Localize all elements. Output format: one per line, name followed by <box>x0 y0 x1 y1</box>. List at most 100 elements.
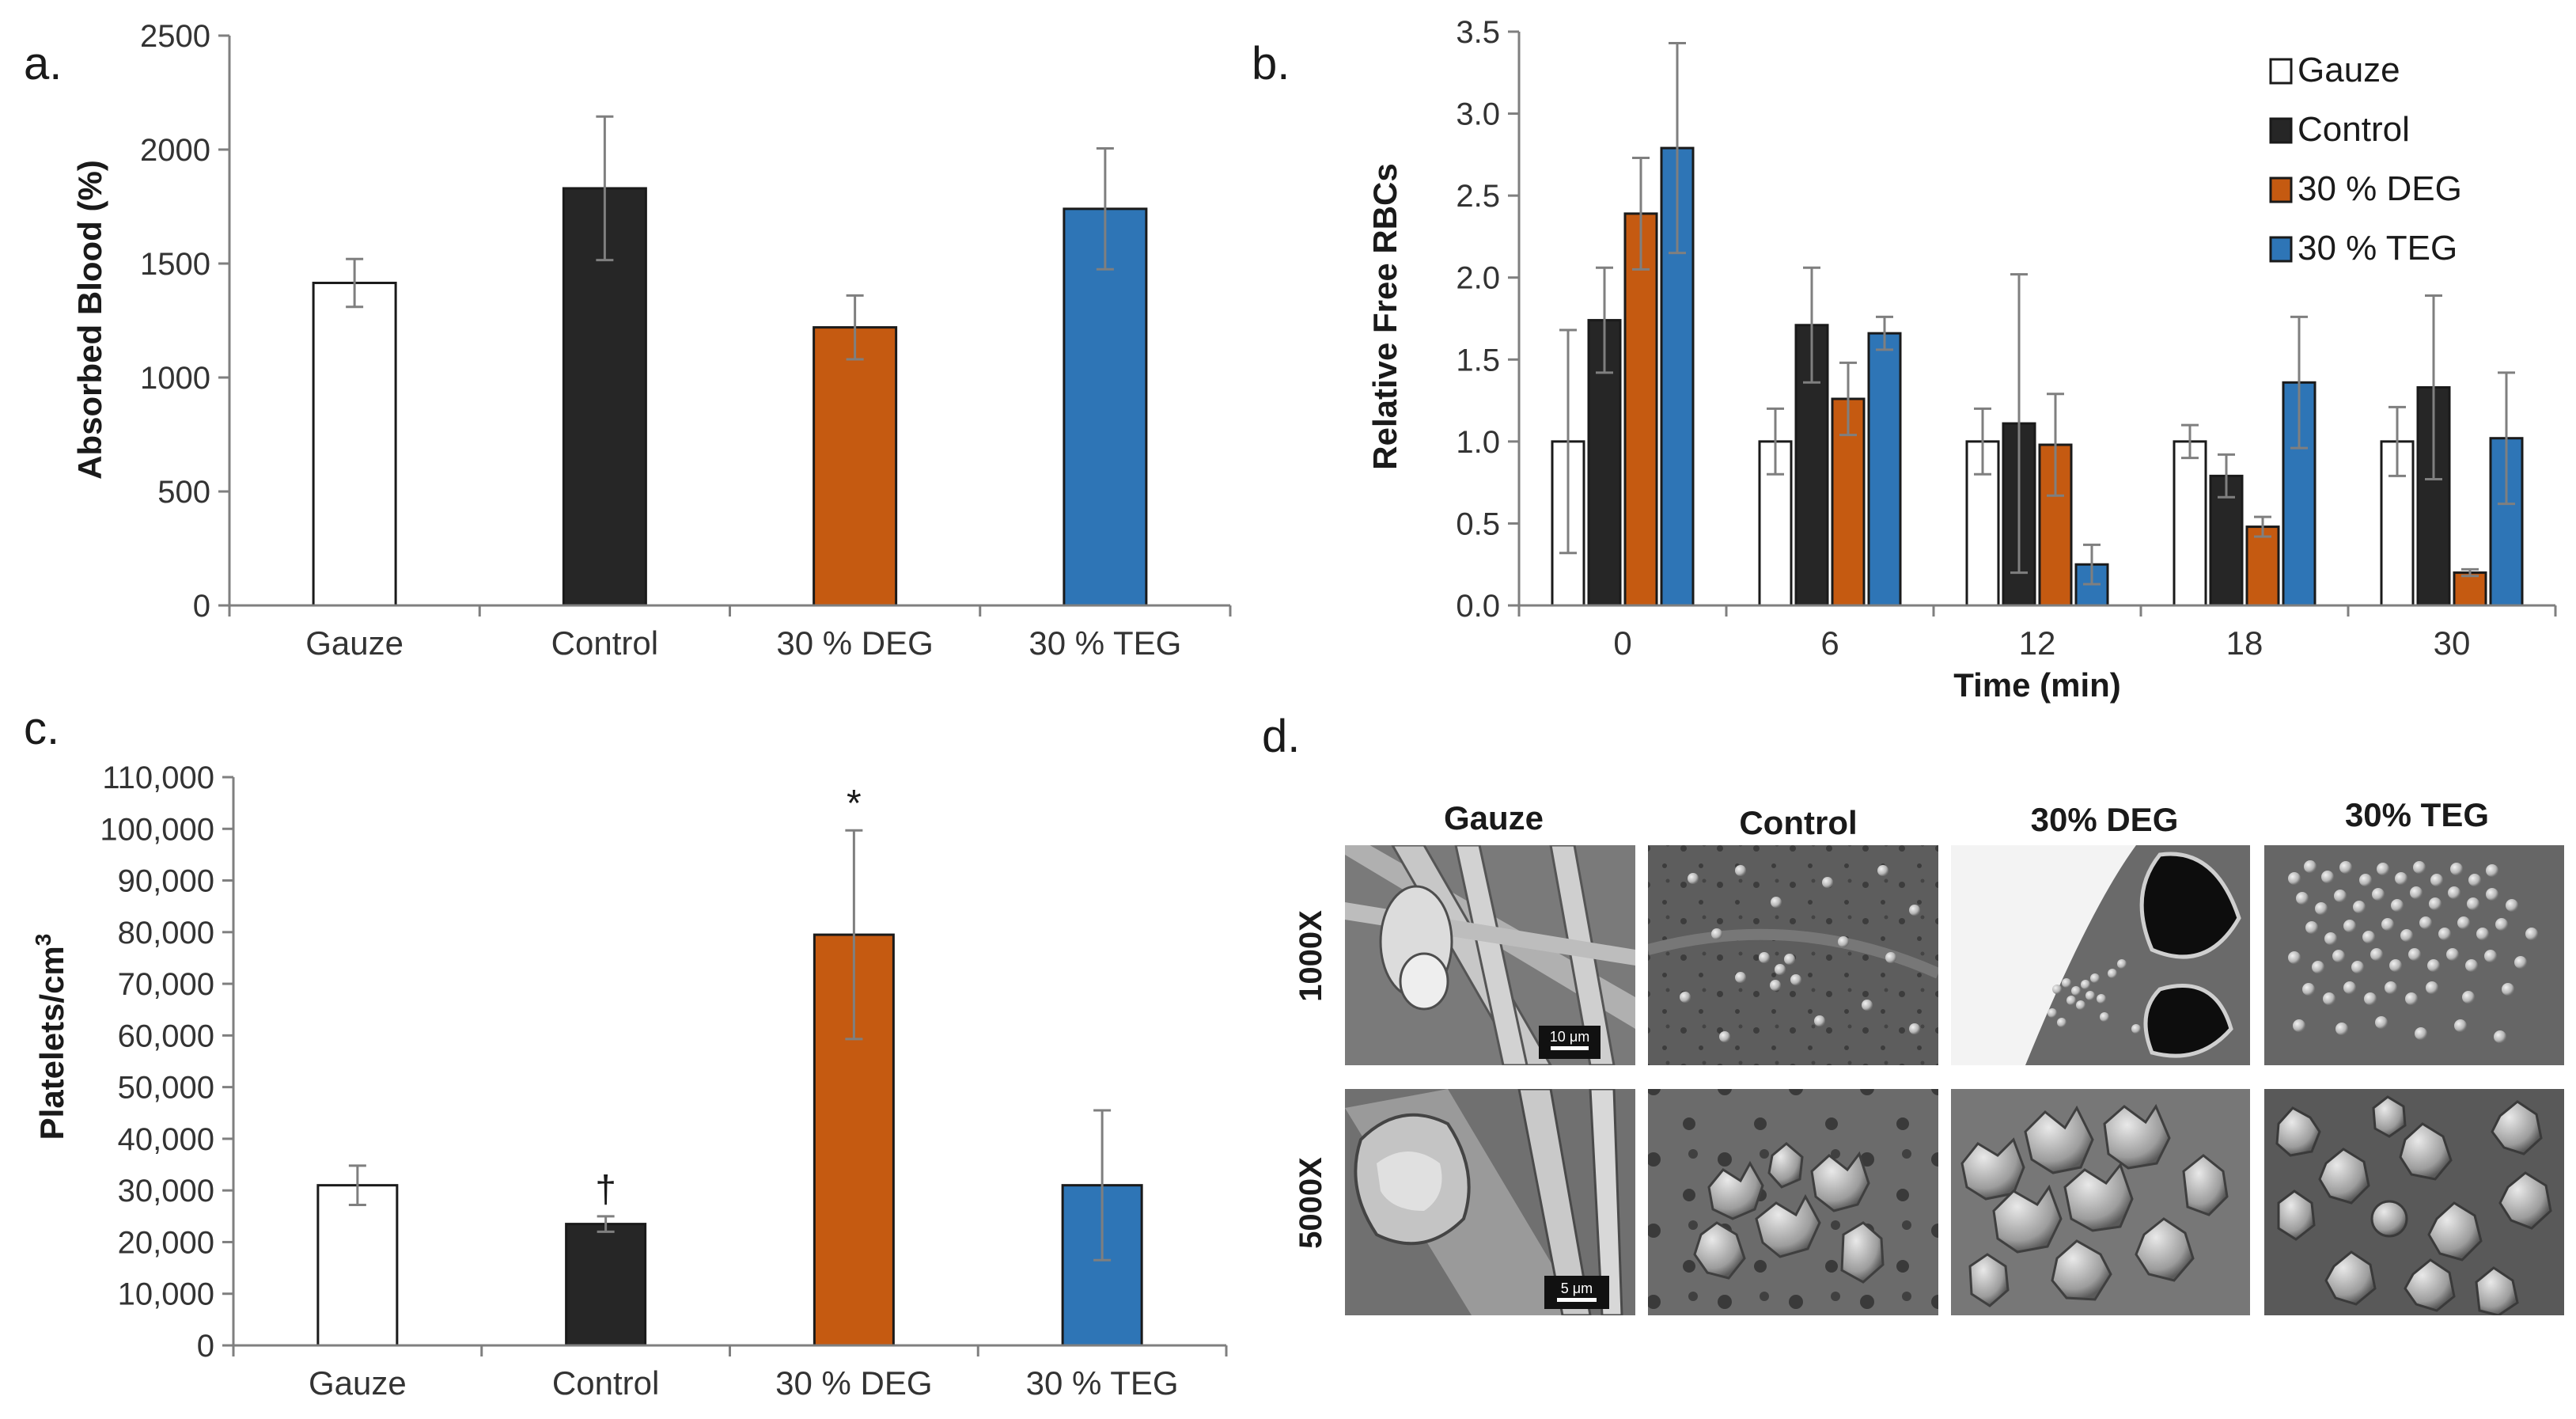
panel-c-y-tick-label: 80,000 <box>118 916 214 950</box>
panel-c-significance-marker-30-deg: * <box>847 783 862 825</box>
sem-column-header-control: Control <box>1739 804 1857 841</box>
sem-column-header-30-teg: 30% TEG <box>2345 796 2489 833</box>
panel-c-y-tick-label: 10,000 <box>118 1277 214 1312</box>
panel-a-axes <box>218 34 1232 617</box>
legend-swatch-30-teg <box>2269 236 2293 263</box>
panel-b-legend: Gauze Control 30 % DEG 30 % TEG <box>2269 51 2462 267</box>
sem-row-label-1000x: 1000X <box>1294 910 1328 1002</box>
legend-swatch-control <box>2269 117 2293 144</box>
scale-bar-10um: 10 μm <box>1550 1029 1589 1045</box>
panel-c-label: c. <box>24 703 59 754</box>
panel-c-y-tick-label: 60,000 <box>118 1019 214 1053</box>
panel-a-x-tick-label-30-deg: 30 % DEG <box>776 624 933 662</box>
panel-c-x-tick-label-30-teg: 30 % TEG <box>1026 1364 1179 1402</box>
panel-c-y-axis-title: Platelets/cm3 <box>31 934 70 1140</box>
panel-d-sem-image-grid: d. Gauze Control 30% DEG 30% TEG 1000X 5… <box>1262 711 2564 1315</box>
panel-b-y-tick-label: 0.0 <box>1456 589 1500 624</box>
panel-b-y-axis-title: Relative Free RBCs <box>1366 163 1404 470</box>
legend-label-30-deg: 30 % DEG <box>2298 169 2462 208</box>
panel-b-bar-30-deg-t30 <box>2453 571 2487 607</box>
panel-c-y-axis-title-main: Platelets/cm <box>33 946 70 1140</box>
panel-c-y-tick-label: 70,000 <box>118 967 214 1002</box>
panel-a-y-tick-label: 2500 <box>140 19 210 54</box>
panel-b-error-bars <box>1559 42 2515 586</box>
panel-c-y-tick-label: 40,000 <box>118 1122 214 1157</box>
panel-a-bars <box>312 187 1148 607</box>
panel-c-axes <box>222 776 1228 1356</box>
panel-a-y-tick-label: 0 <box>193 589 210 624</box>
panel-b-bar-gauze-t18 <box>2173 440 2207 607</box>
panel-c-bars <box>316 933 1143 1347</box>
sem-column-header-30-deg: 30% DEG <box>2031 801 2179 838</box>
panel-a-x-tick-label-control: Control <box>551 624 658 662</box>
panel-b-x-tick-label-30: 30 <box>2434 624 2471 662</box>
panel-b-bar-30-deg-t18 <box>2245 525 2280 607</box>
panel-c-x-tick-label-30-deg: 30 % DEG <box>775 1364 932 1402</box>
panel-a-y-tick-label: 1500 <box>140 247 210 282</box>
panel-b-bar-30-deg-t0 <box>1623 212 1658 607</box>
panel-a-y-tick-label: 500 <box>157 475 210 510</box>
panel-c-x-tick-label-control: Control <box>552 1364 659 1402</box>
panel-a-bar-30-deg <box>813 326 898 607</box>
panel-b-x-tick-label-6: 6 <box>1820 624 1839 662</box>
panel-a-x-tick-label-gauze: Gauze <box>305 624 403 662</box>
panel-c-y-tick-label: 30,000 <box>118 1174 214 1208</box>
legend-label-control: Control <box>2298 110 2410 149</box>
panel-b-relative-free-rbcs-chart: b. Relative Free RBCs Time (min) 0.0 0.5 1… <box>1252 15 2557 704</box>
panel-d-label: d. <box>1262 711 1300 762</box>
legend-label-30-teg: 30 % TEG <box>2298 229 2457 267</box>
panel-b-y-tick-labels: 0.0 0.5 1.0 1.5 2.0 2.5 3.0 3.5 <box>1456 15 1500 624</box>
sem-column-header-gauze: Gauze <box>1444 799 1544 837</box>
panel-c-bar-control <box>565 1223 647 1347</box>
sem-image-control-5000x <box>1648 1089 1938 1315</box>
sem-image-30-deg-5000x <box>1951 1089 2250 1315</box>
panel-a-label: a. <box>24 38 62 89</box>
panel-b-y-tick-label: 3.5 <box>1456 15 1500 50</box>
sem-image-gauze-5000x: 5 μm <box>1345 1089 1635 1315</box>
panel-b-axes <box>1508 30 2557 617</box>
panel-c-y-axis-title-superscript: 3 <box>31 934 55 947</box>
panel-c-y-tick-label: 0 <box>197 1329 214 1364</box>
panel-b-y-tick-label: 3.0 <box>1456 97 1500 132</box>
panel-b-y-tick-label: 2.0 <box>1456 261 1500 296</box>
panel-b-y-tick-label: 1.0 <box>1456 425 1500 460</box>
panel-c-platelets-chart: c. Platelets/cm3 0 10,000 20,000 30,000 40,0… <box>24 703 1228 1402</box>
sem-image-30-teg-5000x <box>2264 1089 2564 1315</box>
sem-image-control-1000x <box>1648 845 1938 1065</box>
panel-c-bar-gauze <box>316 1184 399 1347</box>
sem-row-label-5000x: 5000X <box>1294 1157 1328 1249</box>
panel-a-error-bars <box>346 115 1114 361</box>
legend-label-gauze: Gauze <box>2298 51 2400 89</box>
sem-image-30-deg-1000x <box>1951 845 2250 1065</box>
panel-a-y-tick-labels: 0 500 1000 1500 2000 2500 <box>140 19 210 624</box>
panel-b-x-tick-labels: 0 6 12 18 30 <box>1613 624 2470 662</box>
panel-b-y-tick-label: 1.5 <box>1456 343 1500 378</box>
panel-c-x-tick-label-gauze: Gauze <box>309 1364 407 1402</box>
sem-image-gauze-1000x: 10 μm <box>1345 845 1635 1065</box>
panel-b-x-tick-label-0: 0 <box>1613 624 1631 662</box>
panel-c-y-tick-label: 90,000 <box>118 864 214 899</box>
panel-a-absorbed-blood-chart: a. Absorbed Blood (%) 0 500 1000 1500 2000 25… <box>24 19 1232 662</box>
panel-a-bar-gauze <box>312 281 397 607</box>
panel-c-error-bars <box>348 829 1112 1262</box>
panel-c-y-tick-label: 100,000 <box>100 812 214 847</box>
panel-c-x-tick-labels: Gauze Control 30 % DEG 30 % TEG <box>309 1364 1179 1402</box>
panel-c-significance-marker-control: † <box>595 1169 616 1211</box>
sem-image-30-teg-1000x <box>2264 845 2564 1065</box>
panel-b-x-axis-title: Time (min) <box>1953 666 2121 704</box>
panel-b-y-tick-label: 0.5 <box>1456 507 1500 541</box>
panel-a-bar-30-teg <box>1063 207 1148 607</box>
panel-b-x-tick-label-12: 12 <box>2019 624 2056 662</box>
panel-a-x-tick-label-30-teg: 30 % TEG <box>1029 624 1181 662</box>
legend-swatch-30-deg <box>2269 176 2293 203</box>
panel-a-x-tick-labels: Gauze Control 30 % DEG 30 % TEG <box>305 624 1181 662</box>
panel-c-y-tick-label: 50,000 <box>118 1071 214 1106</box>
panel-b-bars <box>1551 146 2524 607</box>
panel-c-y-tick-labels: 0 10,000 20,000 30,000 40,000 50,000 60,000 70,… <box>100 761 214 1364</box>
panel-b-y-tick-label: 2.5 <box>1456 179 1500 214</box>
panel-a-y-tick-label: 2000 <box>140 133 210 168</box>
panel-c-y-tick-label: 20,000 <box>118 1225 214 1260</box>
legend-swatch-gauze <box>2269 58 2293 85</box>
scale-bar-5um: 5 μm <box>1561 1281 1593 1296</box>
